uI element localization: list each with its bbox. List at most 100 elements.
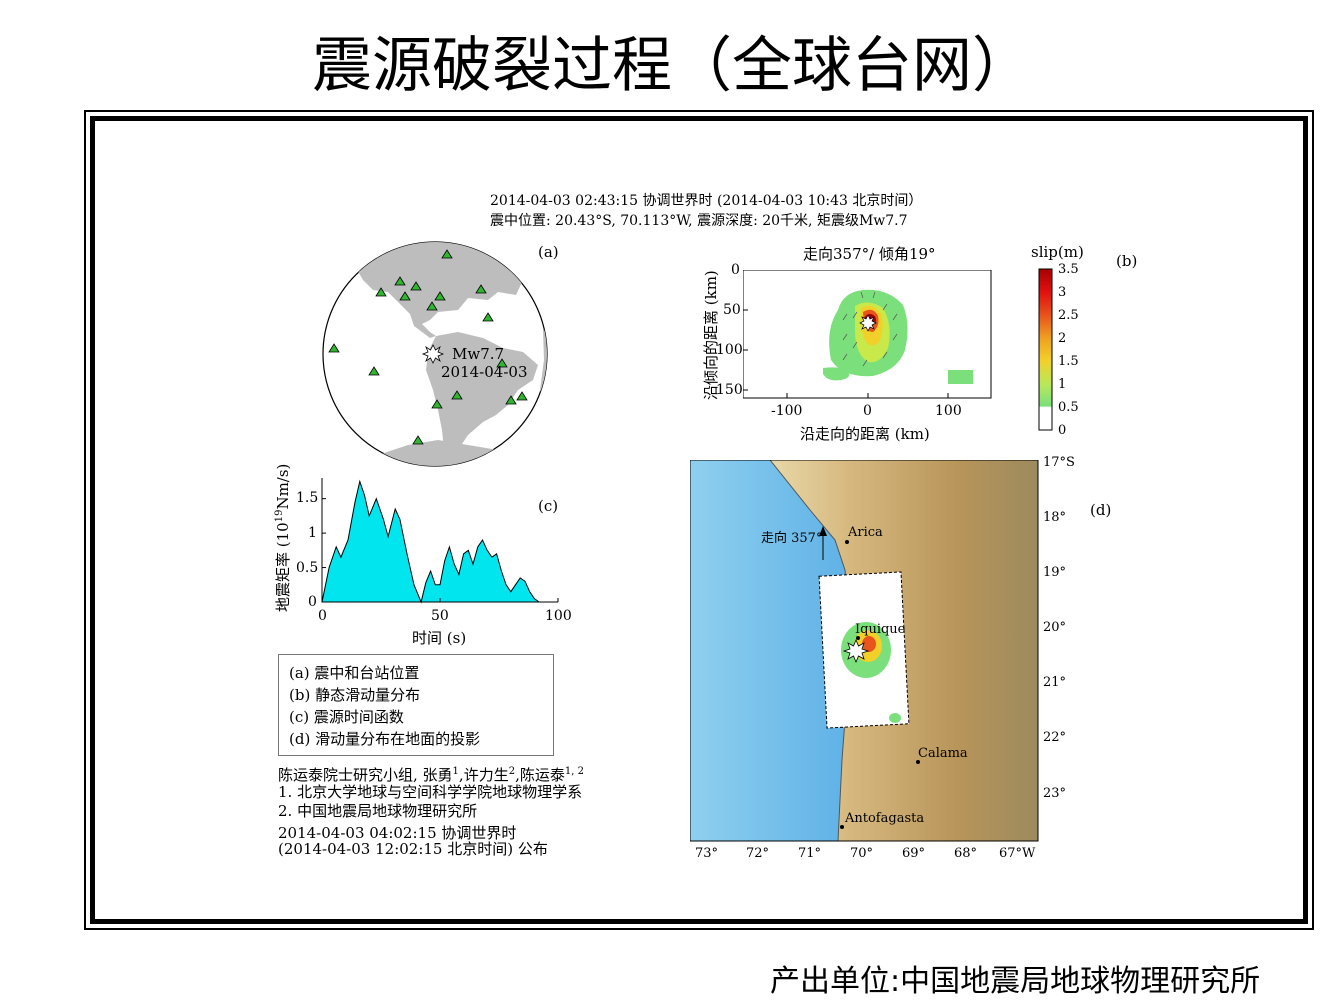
lat-tick: 18°: [1043, 510, 1067, 525]
city-label-arica: Arica: [848, 525, 883, 540]
colorbar-tick: 3: [1058, 285, 1067, 300]
origin-time-line: 2014-04-03 02:43:15 协调世界时 (2014-04-03 10…: [490, 193, 923, 209]
epicenter-star-d: [842, 638, 870, 664]
slip-xtick: 100: [935, 403, 962, 419]
city-marker: [845, 540, 849, 544]
figure-frame: [84, 110, 1314, 930]
lon-tick: 72°: [746, 846, 770, 861]
station-marker: [426, 301, 438, 311]
station-marker: [434, 291, 446, 301]
panel-b-title: 走向357°/ 倾角19°: [803, 245, 936, 263]
colorbar-tick: 2: [1058, 331, 1067, 346]
colorbar-title: slip(m): [1031, 243, 1084, 261]
colorbar-tick: 3.5: [1058, 262, 1079, 277]
credits-text: ,陈运泰: [515, 766, 565, 784]
lat-tick: 19°: [1043, 565, 1067, 580]
lon-tick: 69°: [902, 846, 926, 861]
slip-ytick: 150: [716, 382, 743, 398]
city-markers: [840, 540, 920, 829]
station-marker: [496, 358, 508, 368]
stf-xtick: 50: [431, 608, 449, 624]
colorbar-tick: 0: [1058, 423, 1067, 438]
slip-ticks: [743, 270, 949, 398]
credits-sup: 1, 2: [564, 766, 584, 777]
city-label-iquique: Iquique: [855, 622, 906, 637]
stf-panel: [321, 478, 559, 604]
stf-ytick: 0.5: [296, 560, 319, 576]
panel-a-label: (a): [538, 243, 559, 261]
credits-affil-2: 2. 中国地震局地球物理研究所: [278, 802, 478, 820]
globe-panel: [322, 241, 548, 467]
slip-xtick: -100: [771, 403, 803, 419]
strike-label: 走向 357°: [761, 531, 823, 546]
stf-xtick: 0: [318, 608, 327, 624]
station-marker: [368, 366, 380, 376]
colorbar-tick: 0.5: [1058, 400, 1079, 415]
station-marker: [516, 391, 528, 401]
credits-authors: 陈运泰院士研究小组, 张勇1,许力生2,陈运泰1, 2: [278, 764, 584, 785]
station-marker: [328, 343, 340, 353]
colorbar: [1038, 268, 1053, 431]
lat-tick: 22°: [1043, 730, 1067, 745]
lon-tick: 70°: [850, 846, 874, 861]
station-marker: [451, 390, 463, 400]
stf-ylabel-tail: Nm/s): [274, 463, 292, 510]
station-marker: [375, 287, 387, 297]
lat-tick: 17°S: [1043, 455, 1075, 470]
lat-tick: 21°: [1043, 675, 1067, 690]
page-title: 震源破裂过程（全球台网）: [312, 31, 1032, 101]
city-marker: [856, 636, 860, 640]
legend-item: (b) 静态滑动量分布: [289, 686, 421, 704]
colorbar-tick: 1: [1058, 377, 1067, 392]
slip-xtick: 0: [863, 403, 872, 419]
map-border: [690, 460, 1039, 842]
legend-item: (a) 震中和台站位置: [289, 664, 420, 682]
panel-d-label: (d): [1090, 501, 1112, 519]
credits-text: ,许力生: [458, 766, 509, 784]
figure-frame-inner: [90, 116, 1308, 924]
stf-ytick: 1.5: [296, 490, 319, 506]
legend-box: [278, 654, 554, 756]
legend-item: (c) 震源时间函数: [289, 708, 404, 726]
lat-tick: 20°: [1043, 620, 1067, 635]
city-label-antofagasta: Antofagasta: [845, 811, 925, 826]
station-marker: [482, 312, 494, 322]
stf-xlabel: 时间 (s): [412, 629, 467, 647]
colorbar-tick: 1.5: [1058, 354, 1079, 369]
slip-panel: [743, 270, 992, 399]
credits-release-utc: 2014-04-03 04:02:15 协调世界时: [278, 824, 517, 842]
lon-tick: 73°: [695, 846, 719, 861]
slip-ytick: 0: [731, 262, 740, 278]
lat-tick: 23°: [1043, 786, 1067, 801]
strike-arrow-head: [819, 526, 827, 536]
colorbar-tick: 2.5: [1058, 308, 1079, 323]
station-marker: [505, 395, 517, 405]
stf-xtick: 100: [545, 608, 572, 624]
slip-xlabel: 沿走向的距离 (km): [800, 425, 930, 443]
stf-ylabel: 地震矩率 (1019Nm/s): [272, 464, 293, 612]
lon-tick: 67°W: [999, 846, 1036, 861]
credits-text: 陈运泰院士研究小组, 张勇: [278, 766, 453, 784]
station-marker: [410, 281, 422, 291]
panel-c-label: (c): [538, 497, 559, 515]
rake-arrows: [842, 291, 898, 367]
slip-patches: [823, 289, 973, 384]
city-label-calama: Calama: [918, 746, 968, 761]
station-marker: [399, 291, 411, 301]
epicenter-star-a: [421, 344, 445, 364]
station-marker: [394, 276, 406, 286]
epicenter-line: 震中位置: 20.43°S, 70.113°W, 震源深度: 20千米, 矩震级…: [490, 213, 908, 229]
credits-sup: 2: [508, 766, 516, 777]
credits-sup: 1: [452, 766, 459, 777]
lon-tick: 68°: [954, 846, 978, 861]
stf-area: [321, 479, 540, 604]
map-panel: [690, 460, 1039, 842]
city-marker: [840, 825, 844, 829]
panel-b-label: (b): [1116, 252, 1138, 270]
station-marker: [441, 249, 453, 259]
city-marker: [916, 760, 920, 764]
station-marker: [475, 284, 487, 294]
stf-ytick: 1: [308, 525, 317, 541]
slip-ytick: 50: [723, 302, 741, 318]
hypocenter-star-b: [859, 314, 877, 332]
